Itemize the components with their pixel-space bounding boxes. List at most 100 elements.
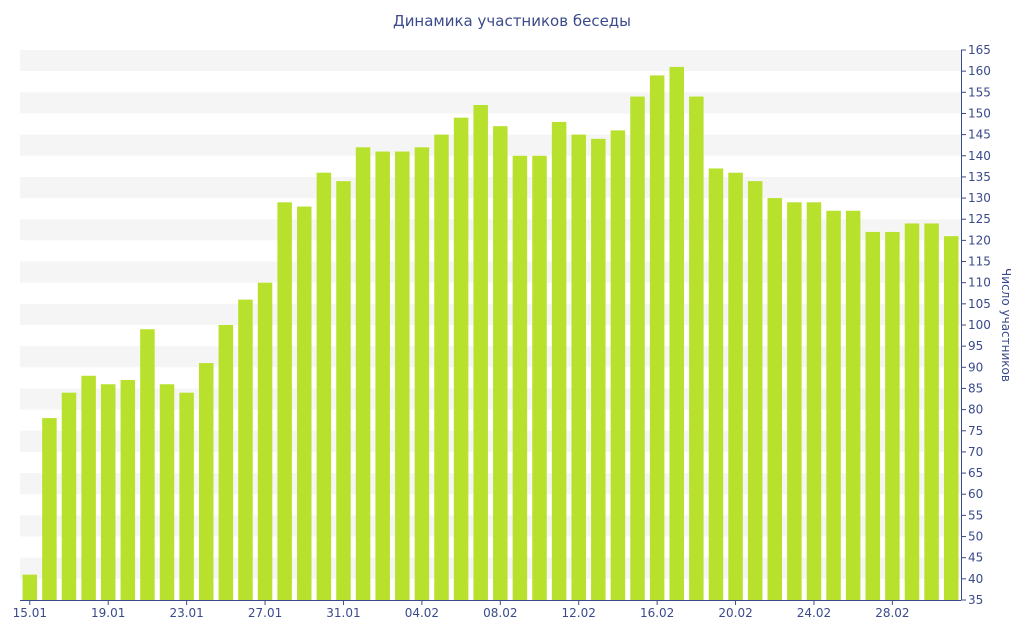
x-tick-label: 08.02 bbox=[483, 606, 517, 620]
y-tick-label: 130 bbox=[968, 191, 991, 205]
grid-band bbox=[20, 134, 961, 156]
bar-02.03 bbox=[924, 223, 939, 600]
bar-21.01 bbox=[140, 329, 155, 600]
bar-02.02 bbox=[375, 151, 390, 601]
bar-18.02 bbox=[689, 96, 704, 601]
grid-band bbox=[20, 50, 961, 72]
y-tick-label: 40 bbox=[968, 572, 983, 586]
bar-23.01 bbox=[179, 392, 194, 600]
bar-27.02 bbox=[865, 231, 881, 600]
y-tick-label: 85 bbox=[968, 381, 983, 395]
y-tick-label: 95 bbox=[968, 339, 983, 353]
bar-19.01 bbox=[100, 384, 116, 600]
bar-08.02 bbox=[493, 126, 508, 601]
bar-26.01 bbox=[238, 299, 253, 600]
bar-30.01 bbox=[316, 172, 332, 600]
y-tick-label: 150 bbox=[968, 106, 991, 120]
y-tick-label: 110 bbox=[968, 276, 991, 290]
bar-19.02 bbox=[708, 168, 724, 600]
grid-band bbox=[20, 346, 961, 368]
bar-03.02 bbox=[395, 151, 410, 601]
y-tick-label: 55 bbox=[968, 508, 983, 522]
bar-31.01 bbox=[336, 181, 351, 600]
grid-band bbox=[20, 303, 961, 325]
x-tick-label: 16.02 bbox=[640, 606, 674, 620]
bar-21.02 bbox=[747, 181, 763, 600]
y-tick-label: 35 bbox=[968, 593, 983, 607]
x-tick-label: 23.01 bbox=[169, 606, 203, 620]
grid-band bbox=[20, 219, 961, 241]
x-tick-label: 31.01 bbox=[326, 606, 360, 620]
y-tick-label: 165 bbox=[968, 43, 991, 57]
bar-06.02 bbox=[453, 117, 469, 600]
y-tick-label: 90 bbox=[968, 360, 983, 374]
bar-17.01 bbox=[61, 392, 77, 600]
y-tick-label: 65 bbox=[968, 466, 983, 480]
x-tick-label: 20.02 bbox=[718, 606, 752, 620]
bar-26.02 bbox=[845, 210, 861, 600]
y-tick-label: 80 bbox=[968, 403, 983, 417]
bar-17.02 bbox=[669, 66, 684, 600]
grid-band bbox=[20, 515, 961, 537]
grid-band bbox=[20, 92, 961, 114]
grid-band bbox=[20, 388, 961, 410]
y-tick-label: 60 bbox=[968, 487, 983, 501]
bar-20.01 bbox=[120, 380, 136, 600]
y-tick-label: 145 bbox=[968, 128, 991, 142]
y-tick-label: 135 bbox=[968, 170, 991, 184]
grid-band bbox=[20, 557, 961, 579]
bar-28.01 bbox=[277, 202, 292, 601]
y-tick-label: 70 bbox=[968, 445, 983, 459]
bar-05.02 bbox=[434, 134, 449, 600]
y-axis-title: Число участников bbox=[999, 268, 1013, 382]
bar-09.02 bbox=[512, 155, 528, 600]
bar-23.02 bbox=[787, 202, 802, 601]
chart-title: Динамика участников беседы bbox=[392, 12, 632, 30]
bar-15.01 bbox=[22, 574, 38, 600]
bar-16.01 bbox=[42, 418, 57, 600]
bar-01.03 bbox=[904, 223, 920, 600]
x-tick-label: 28.02 bbox=[875, 606, 909, 620]
bar-25.02 bbox=[826, 210, 841, 600]
bar-10.02 bbox=[532, 155, 547, 600]
bar-12.02 bbox=[571, 134, 586, 600]
bar-07.02 bbox=[473, 105, 488, 600]
y-tick-label: 120 bbox=[968, 233, 991, 247]
bar-01.02 bbox=[355, 147, 371, 601]
y-tick-label: 45 bbox=[968, 551, 983, 565]
bar-20.02 bbox=[728, 172, 743, 600]
bar-14.02 bbox=[610, 130, 626, 600]
bar-13.02 bbox=[591, 138, 606, 600]
y-tick-label: 115 bbox=[968, 255, 991, 269]
bar-24.01 bbox=[198, 363, 214, 600]
grid-band bbox=[20, 261, 961, 283]
x-tick-label: 24.02 bbox=[797, 606, 831, 620]
bar-25.01 bbox=[218, 325, 234, 600]
grid-band bbox=[20, 473, 961, 495]
y-tick-label: 105 bbox=[968, 297, 991, 311]
x-tick-label: 12.02 bbox=[562, 606, 596, 620]
bar-04.02 bbox=[414, 147, 430, 601]
bar-18.01 bbox=[81, 375, 96, 600]
bar-27.01 bbox=[257, 282, 273, 600]
x-tick-label: 04.02 bbox=[405, 606, 439, 620]
y-tick-label: 50 bbox=[968, 530, 983, 544]
x-tick-label: 15.01 bbox=[13, 606, 47, 620]
x-tick-label: 19.01 bbox=[91, 606, 125, 620]
bar-03.03 bbox=[943, 236, 959, 600]
y-tick-label: 125 bbox=[968, 212, 991, 226]
y-tick-label: 155 bbox=[968, 85, 991, 99]
bar-22.01 bbox=[159, 384, 175, 600]
y-tick-label: 75 bbox=[968, 424, 983, 438]
bar-29.01 bbox=[297, 206, 312, 601]
bar-22.02 bbox=[767, 198, 783, 601]
bar-11.02 bbox=[551, 121, 567, 600]
grid-band bbox=[20, 176, 961, 199]
bar-15.02 bbox=[630, 96, 645, 601]
bar-16.02 bbox=[649, 75, 665, 600]
y-tick-label: 100 bbox=[968, 318, 991, 332]
bar-24.02 bbox=[806, 202, 822, 601]
bar-28.02 bbox=[885, 231, 900, 600]
